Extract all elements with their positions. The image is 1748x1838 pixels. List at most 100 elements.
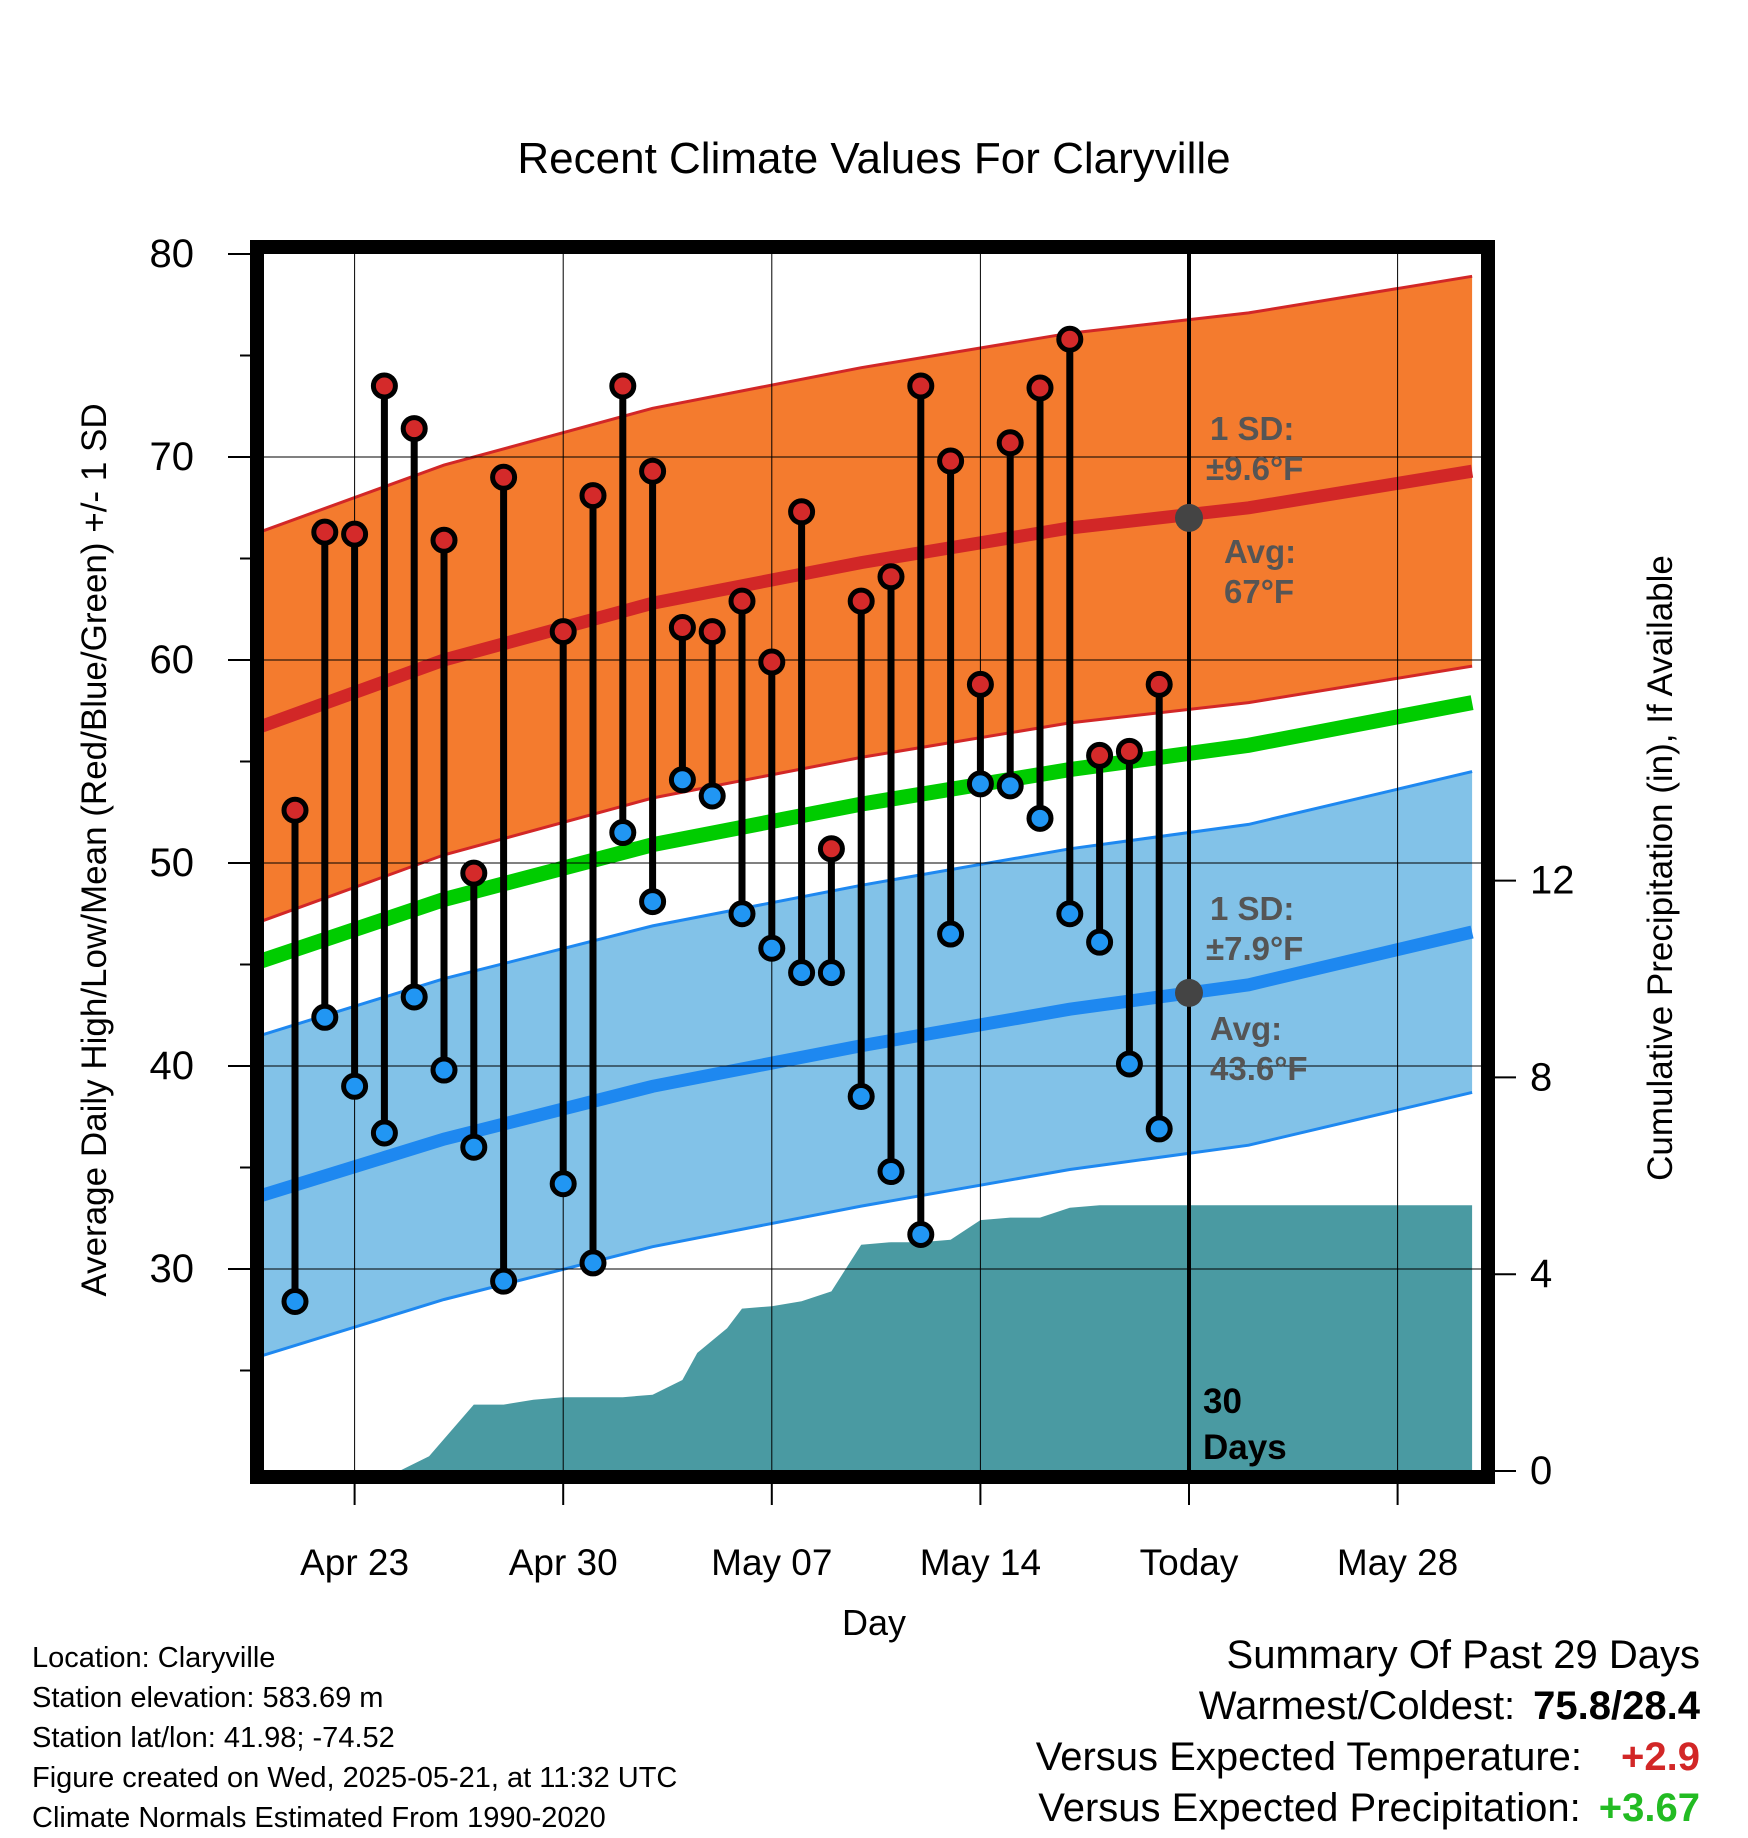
daily-low-point — [490, 1267, 518, 1295]
daily-low-point — [281, 1287, 309, 1315]
created-text: Figure created on Wed, 2025-05-21, at 11… — [32, 1762, 678, 1794]
elevation-text: Station elevation: 583.69 m — [32, 1682, 384, 1714]
y2-tick-label: 0 — [1530, 1449, 1552, 1493]
daily-high-point — [788, 498, 816, 526]
summary-title: Summary Of Past 29 Days — [1226, 1633, 1700, 1677]
y-tick-label: 30 — [150, 1247, 195, 1291]
low-avg-value: 43.6°F — [1210, 1050, 1308, 1087]
high-avg-label: Avg: — [1224, 533, 1296, 570]
daily-low-point — [1026, 804, 1054, 832]
high-sd-band-upper-edge — [262, 274, 1473, 533]
daily-high-point — [1115, 737, 1143, 765]
warm-cold-row: Warmest/Coldest: 75.8/28.4 — [1036, 1681, 1700, 1732]
daily-high-point — [996, 429, 1024, 457]
x-axis-label: Day — [842, 1602, 906, 1643]
summary-panel: Summary Of Past 29 Days Warmest/Coldest:… — [1036, 1630, 1700, 1834]
x-tick-label: Today — [1140, 1542, 1239, 1583]
low-sd-band — [262, 771, 1473, 1356]
daily-high-point — [639, 457, 667, 485]
precip-row: Versus Expected Precipitation: +3.67 — [1036, 1783, 1700, 1834]
daily-low-point — [996, 772, 1024, 800]
y-tick-label: 80 — [150, 232, 195, 276]
daily-high-point — [817, 835, 845, 863]
x-tick-label: Apr 23 — [300, 1542, 409, 1583]
chart-title: Recent Climate Values For Claryville — [517, 134, 1230, 183]
daily-high-point — [877, 563, 905, 591]
daily-low-point — [1056, 900, 1084, 928]
temp-value: +2.9 — [1621, 1735, 1700, 1779]
precip-value: +3.67 — [1598, 1786, 1700, 1830]
y-tick-label: 40 — [150, 1044, 195, 1088]
daily-low-point — [698, 782, 726, 810]
plot-content — [262, 253, 1482, 1471]
x-tick-label: May 28 — [1337, 1542, 1458, 1583]
daily-low-point — [639, 888, 667, 916]
high-avg-value: 67°F — [1224, 573, 1294, 610]
daily-low-point — [847, 1082, 875, 1110]
y-tick-label: 60 — [150, 638, 195, 682]
plot-frame — [250, 240, 1495, 1484]
daily-high-point — [370, 372, 398, 400]
y2-tick-label: 4 — [1530, 1252, 1552, 1296]
x-tick-label: May 07 — [711, 1542, 832, 1583]
daily-high-point — [430, 526, 458, 554]
daily-low-point — [1115, 1050, 1143, 1078]
y-tick-label: 70 — [150, 435, 195, 479]
daily-low-point — [579, 1249, 607, 1277]
x-tick-label: Apr 30 — [509, 1542, 618, 1583]
daily-low-point — [817, 959, 845, 987]
daily-low-point — [788, 959, 816, 987]
daily-low-point — [400, 983, 428, 1011]
daily-high-point — [907, 372, 935, 400]
daily-high-point — [311, 518, 339, 546]
low-avg-label: Avg: — [1210, 1010, 1282, 1047]
daily-high-point — [609, 372, 637, 400]
low-sd-band-lower-edge — [262, 1090, 1473, 1358]
y2-tick-label: 8 — [1530, 1055, 1552, 1099]
daily-low-point — [370, 1119, 398, 1147]
daily-high-point — [460, 859, 488, 887]
high-sd-label: 1 SD: — [1210, 410, 1294, 447]
daily-high-point — [758, 648, 786, 676]
low-sd-label: 1 SD: — [1210, 890, 1294, 927]
daily-high-point — [1145, 670, 1173, 698]
warm-cold-value: 75.8/28.4 — [1533, 1684, 1700, 1728]
today-low-avg-marker — [1175, 978, 1203, 1007]
y-tick-label: 50 — [150, 841, 195, 885]
precip-area — [399, 1205, 1473, 1471]
location-text: Location: Claryville — [32, 1642, 276, 1674]
y-axis-label: Average Daily High/Low/Mean (Red/Blue/Gr… — [75, 403, 114, 1296]
low-sd-value: ±7.9°F — [1206, 930, 1303, 967]
daily-high-point — [698, 618, 726, 646]
daily-low-point — [728, 900, 756, 928]
daily-high-point — [490, 463, 518, 491]
daily-high-point — [1026, 374, 1054, 402]
daily-high-point — [341, 520, 369, 548]
high-sd-value: ±9.6°F — [1206, 450, 1303, 487]
daily-low-point — [311, 1003, 339, 1031]
y2-axis-label: Cumulative Precipitation (in), If Availa… — [1641, 555, 1680, 1181]
station-info: Location: Claryville Station elevation: … — [32, 1638, 677, 1838]
y2-tick-label: 12 — [1530, 859, 1575, 903]
daily-high-point — [966, 670, 994, 698]
daily-high-point — [847, 587, 875, 615]
daily-high-point — [1056, 325, 1084, 353]
daily-low-point — [668, 766, 696, 794]
warm-cold-label: Warmest/Coldest: — [1198, 1684, 1516, 1728]
daily-low-point — [609, 819, 637, 847]
daily-low-point — [877, 1158, 905, 1186]
daily-high-point — [668, 614, 696, 642]
x-tick-label: May 14 — [920, 1542, 1041, 1583]
daily-high-point — [281, 796, 309, 824]
daily-high-point — [579, 482, 607, 510]
daily-high-point — [549, 618, 577, 646]
latlon-text: Station lat/lon: 41.98; -74.52 — [32, 1722, 395, 1754]
days-label: Days — [1203, 1428, 1287, 1467]
daily-low-point — [937, 920, 965, 948]
daily-low-point — [460, 1133, 488, 1161]
today-high-avg-marker — [1175, 503, 1203, 532]
precip-label: Versus Expected Precipitation: — [1038, 1786, 1581, 1830]
daily-low-point — [966, 770, 994, 798]
daily-high-point — [1086, 741, 1114, 769]
daily-low-point — [907, 1220, 935, 1248]
